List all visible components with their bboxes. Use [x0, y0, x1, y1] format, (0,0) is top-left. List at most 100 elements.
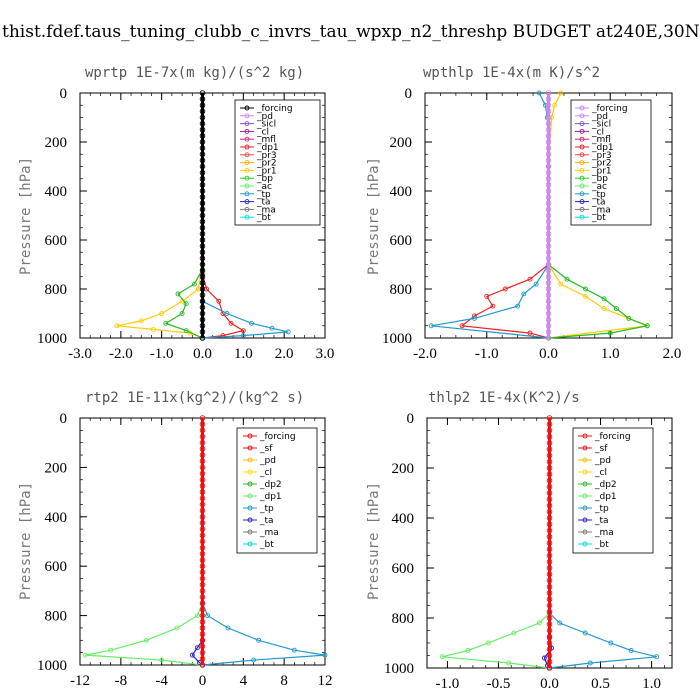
- legend-marker: [582, 469, 588, 475]
- x-tick-label: 2.0: [275, 346, 294, 362]
- legend-marker: [579, 160, 585, 166]
- series-line: [201, 274, 245, 339]
- series-marker: [228, 320, 234, 326]
- panel-3: rtp2 1E-11x(kg^2)/(kg^2 s) Pressure [hPa]…: [18, 390, 333, 689]
- x-tick-label: -1.0: [150, 346, 174, 362]
- x-tick-label: 8: [280, 673, 288, 689]
- legend-label: _ma: [259, 528, 279, 538]
- legend-marker: [579, 113, 585, 119]
- legend-label: _pd: [591, 112, 608, 122]
- series-marker: [546, 559, 553, 565]
- series-marker: [216, 298, 222, 304]
- x-tick-label: -8: [115, 673, 128, 689]
- legend-label: _forcing: [591, 104, 628, 114]
- series-marker: [199, 316, 206, 323]
- series-marker: [174, 625, 180, 631]
- series-marker: [582, 630, 588, 636]
- series-marker: [199, 520, 206, 526]
- x-tick-label: -3.0: [68, 346, 92, 362]
- legend-marker: [582, 505, 588, 511]
- panel-title: thlp2 1E-4x(K^2)/s: [428, 390, 580, 406]
- series-marker: [199, 255, 206, 262]
- series-marker: [199, 446, 206, 452]
- x-tick-label: 4: [240, 673, 248, 689]
- series-marker: [199, 625, 206, 631]
- series-marker: [471, 315, 477, 321]
- y-tick-label: 600: [45, 233, 68, 249]
- y-tick-label: 0: [60, 86, 68, 102]
- panel-title: wprtp 1E-7x(m kg)/(s^2 kg): [85, 65, 304, 81]
- legend-marker: [582, 433, 588, 439]
- legend-label: _bt: [256, 213, 271, 223]
- series-marker: [191, 281, 197, 287]
- series-marker: [199, 581, 206, 588]
- series-marker: [490, 303, 496, 309]
- series-marker: [199, 421, 206, 427]
- legend-label: _dp1: [256, 143, 279, 153]
- legend-marker: [579, 105, 585, 111]
- series-marker: [545, 175, 552, 182]
- series-marker: [199, 427, 206, 434]
- series-marker: [199, 182, 206, 188]
- y-tick-label: 400: [45, 184, 68, 200]
- series-marker: [199, 606, 206, 613]
- legend: _forcing_pd_sicl_cl_mfl_dp1_pr3_pr2_pr1_…: [234, 99, 321, 226]
- series-marker: [199, 304, 206, 311]
- series-marker: [175, 291, 181, 297]
- legend-label: _dp1: [594, 492, 617, 502]
- series-marker: [552, 102, 558, 108]
- series-marker: [545, 243, 552, 249]
- series-marker: [545, 212, 552, 219]
- series-marker: [439, 654, 445, 660]
- series-marker: [545, 200, 552, 206]
- x-tick-label: 1.0: [601, 346, 620, 362]
- series-marker: [545, 145, 552, 151]
- legend-label: _ma: [591, 205, 611, 215]
- series-marker: [546, 534, 553, 540]
- series-marker: [225, 625, 231, 631]
- series-marker: [199, 575, 206, 582]
- legend-label: _pr3: [256, 151, 277, 161]
- series-marker: [199, 133, 206, 139]
- legend-marker: [247, 433, 253, 439]
- series-marker: [224, 311, 230, 316]
- series-marker: [199, 102, 206, 108]
- series-marker: [546, 646, 553, 653]
- series-marker: [199, 175, 206, 182]
- series-marker: [515, 303, 521, 309]
- series-line: [442, 612, 550, 669]
- x-tick-label: 0.0: [540, 676, 559, 692]
- series-line: [202, 300, 289, 339]
- series-marker: [199, 483, 206, 489]
- series-marker: [199, 157, 206, 164]
- legend-label: _mfl: [591, 135, 611, 145]
- legend-marker: [247, 529, 253, 535]
- legend-marker: [244, 175, 250, 181]
- series-marker: [199, 637, 206, 644]
- series-marker: [545, 310, 552, 317]
- series-marker: [546, 590, 553, 596]
- y-tick-label: 200: [45, 460, 68, 476]
- series-marker: [558, 281, 564, 287]
- series-marker: [199, 600, 206, 607]
- legend-marker: [582, 541, 588, 547]
- series-marker: [199, 218, 206, 225]
- series-marker: [533, 281, 539, 287]
- series-marker: [199, 532, 206, 539]
- series-marker: [199, 649, 206, 656]
- y-tick-label: 600: [45, 559, 68, 575]
- series-marker: [546, 640, 553, 646]
- series-marker: [545, 286, 552, 292]
- x-tick-label: -12: [70, 673, 90, 689]
- series-marker: [626, 315, 632, 321]
- series-marker: [546, 552, 553, 559]
- legend-label: _ma: [256, 205, 276, 215]
- series-marker: [179, 311, 185, 316]
- series-marker: [546, 515, 553, 521]
- series-marker: [199, 335, 206, 341]
- series-marker: [240, 333, 246, 338]
- legend-marker: [244, 152, 250, 158]
- series-marker: [220, 333, 226, 338]
- legend-label: _tp: [259, 504, 274, 514]
